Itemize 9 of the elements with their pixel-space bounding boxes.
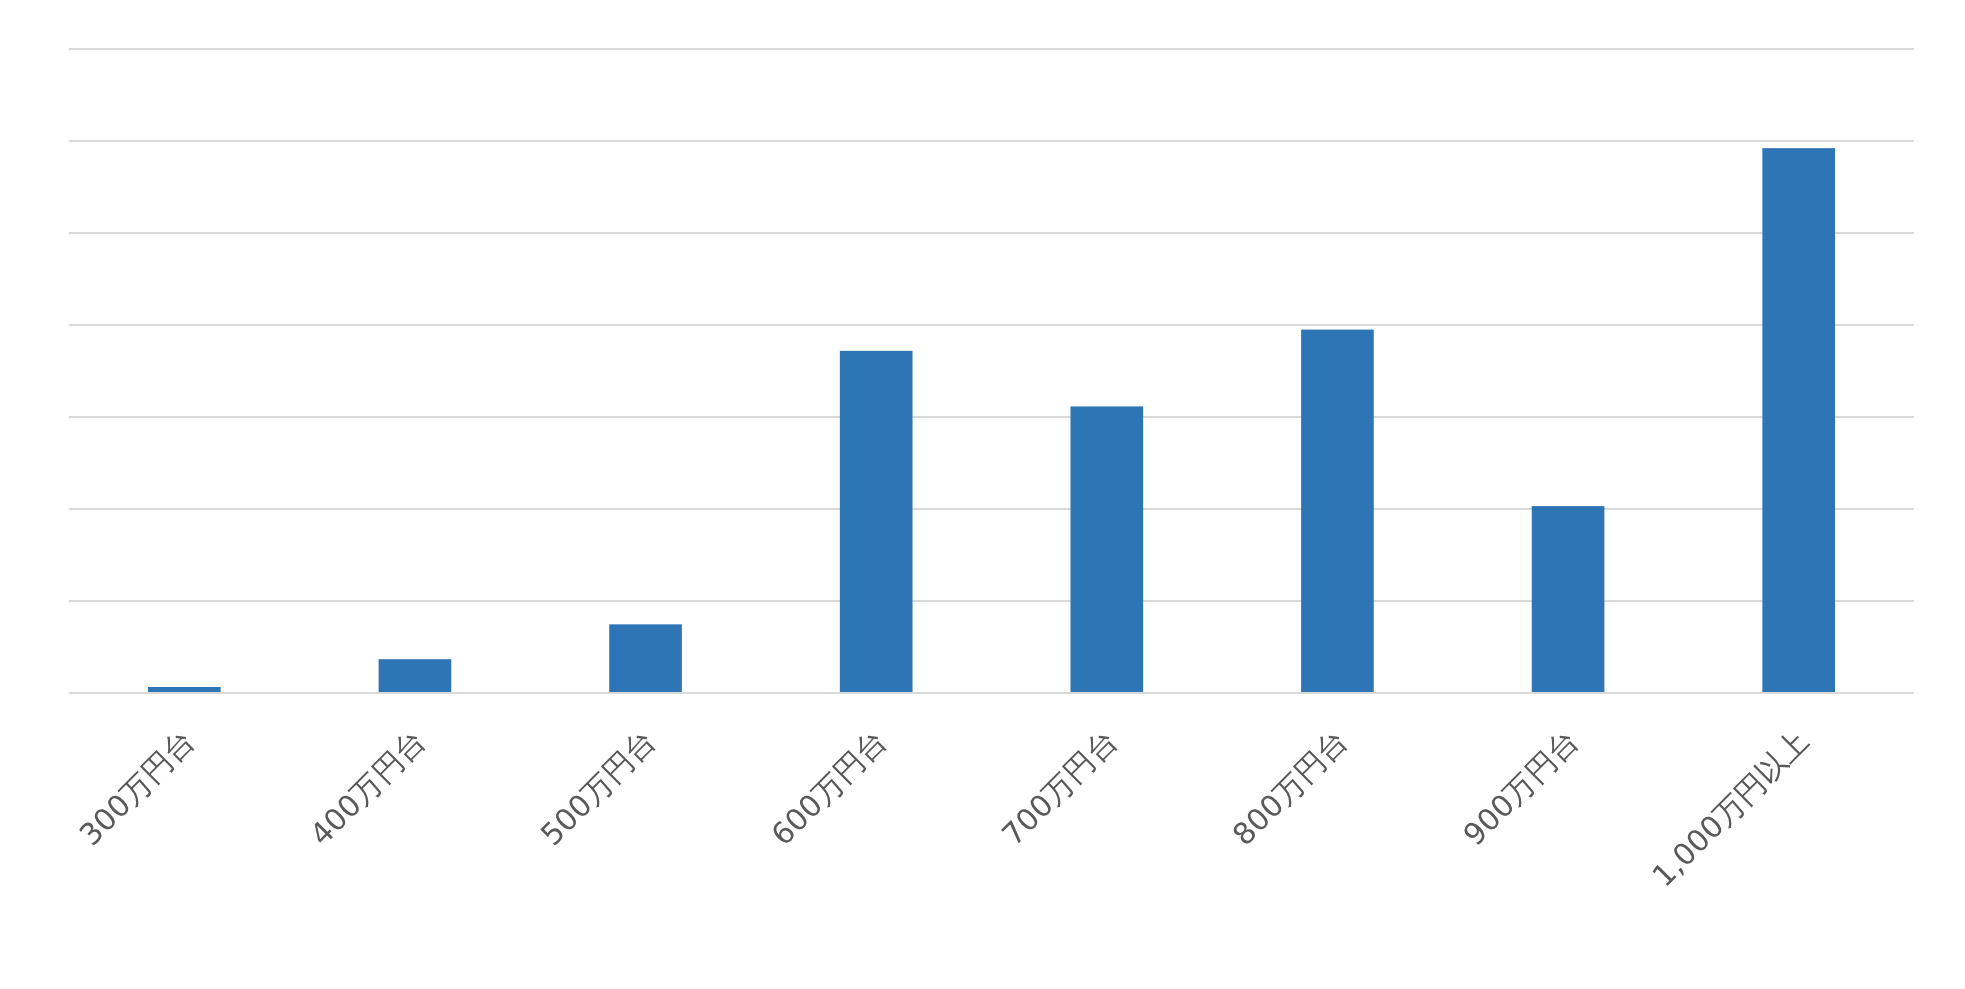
bar [1301, 329, 1374, 693]
bar [1531, 506, 1605, 693]
bar [1762, 148, 1836, 693]
bar [609, 624, 682, 693]
bar [839, 350, 913, 693]
x-tick-label: 600万円台 [764, 723, 894, 853]
bar [378, 659, 452, 693]
bar [1070, 406, 1144, 693]
x-tick-label: 300万円台 [72, 723, 202, 853]
